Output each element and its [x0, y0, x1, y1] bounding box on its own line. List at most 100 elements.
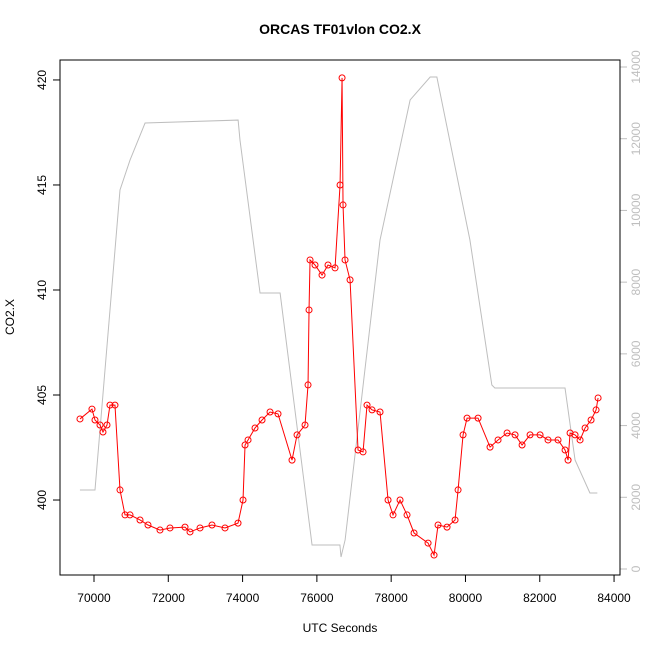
data-point — [503, 429, 511, 437]
x-tick-label: 74000 — [226, 591, 260, 605]
data-point — [116, 486, 124, 494]
data-point — [306, 256, 314, 264]
data-point — [403, 511, 411, 519]
data-point — [451, 516, 459, 524]
y2-tick-label: 12000 — [629, 122, 643, 156]
data-point — [518, 441, 526, 449]
x-axis-label: UTC Seconds — [303, 621, 378, 635]
x-tick-label: 76000 — [300, 591, 334, 605]
data-point — [576, 436, 584, 444]
data-point — [251, 424, 259, 432]
x-tick-label: 82000 — [523, 591, 557, 605]
y2-tick-label: 4000 — [629, 412, 643, 439]
data-point — [234, 519, 242, 527]
series-line — [79, 77, 599, 557]
data-point — [363, 401, 371, 409]
x-tick-label: 72000 — [152, 591, 186, 605]
data-point — [196, 524, 204, 532]
data-point — [156, 526, 164, 534]
plot-frame — [59, 59, 621, 576]
x-tick-label: 80000 — [449, 591, 483, 605]
data-point — [288, 456, 296, 464]
y2-tick-label: 14000 — [629, 50, 643, 84]
data-point — [318, 271, 326, 279]
data-point — [311, 261, 319, 269]
data-point — [376, 408, 384, 416]
y2-tick-label: 6000 — [629, 340, 643, 367]
y-tick-label: 410 — [35, 280, 49, 300]
data-point — [266, 408, 274, 416]
data-point — [181, 523, 189, 531]
data-point — [561, 446, 569, 454]
data-point — [536, 431, 544, 439]
data-point — [581, 424, 589, 432]
data-point — [331, 264, 339, 272]
x-tick-label: 78000 — [374, 591, 408, 605]
data-point — [208, 521, 216, 529]
data-point — [241, 441, 249, 449]
data-point — [526, 431, 534, 439]
data-point — [564, 456, 572, 464]
y-tick-label: 415 — [35, 175, 49, 195]
data-point — [511, 431, 519, 439]
data-point — [111, 401, 119, 409]
data-point — [410, 529, 418, 537]
data-point — [594, 394, 602, 402]
data-point — [103, 421, 111, 429]
data-point — [339, 201, 347, 209]
chart-title: ORCAS TF01vlon CO2.X — [259, 21, 421, 37]
data-point — [121, 511, 129, 519]
y-tick-label: 420 — [35, 70, 49, 90]
data-point — [126, 511, 134, 519]
data-point — [396, 496, 404, 504]
data-point — [554, 436, 562, 444]
y-tick-label: 400 — [35, 490, 49, 510]
y2-tick-label: 8000 — [629, 268, 643, 295]
data-point — [136, 516, 144, 524]
data-point — [359, 448, 367, 456]
data-point — [443, 523, 451, 531]
y2-tick-label: 2000 — [629, 484, 643, 511]
data-point — [389, 511, 397, 519]
data-point — [76, 415, 84, 423]
data-point — [571, 431, 579, 439]
data-point — [384, 496, 392, 504]
series-line — [79, 76, 598, 558]
data-point — [144, 521, 152, 529]
data-point — [258, 416, 266, 424]
data-point — [96, 421, 104, 429]
data-point — [221, 524, 229, 532]
data-point — [346, 276, 354, 284]
data-point — [166, 524, 174, 532]
data-point — [324, 261, 332, 269]
data-point — [301, 421, 309, 429]
y-tick-label: 405 — [35, 385, 49, 405]
data-point — [304, 381, 312, 389]
data-point — [368, 406, 376, 414]
data-point — [341, 256, 349, 264]
data-point — [274, 410, 282, 418]
data-point — [544, 436, 552, 444]
data-point — [91, 416, 99, 424]
data-point — [454, 486, 462, 494]
data-point — [106, 401, 114, 409]
x-tick-label: 84000 — [597, 591, 631, 605]
data-point — [338, 74, 346, 82]
data-point — [463, 414, 471, 422]
data-point — [494, 436, 502, 444]
data-point — [430, 551, 438, 559]
data-point — [424, 539, 432, 547]
data-point — [88, 405, 96, 413]
data-point — [244, 436, 252, 444]
data-point — [99, 428, 107, 436]
data-point — [434, 521, 442, 529]
y2-tick-label: 0 — [629, 565, 643, 572]
data-point — [486, 443, 494, 451]
data-point — [336, 181, 344, 189]
data-point — [293, 431, 301, 439]
y-axis-label: CO2.X — [3, 299, 17, 335]
data-point — [474, 414, 482, 422]
